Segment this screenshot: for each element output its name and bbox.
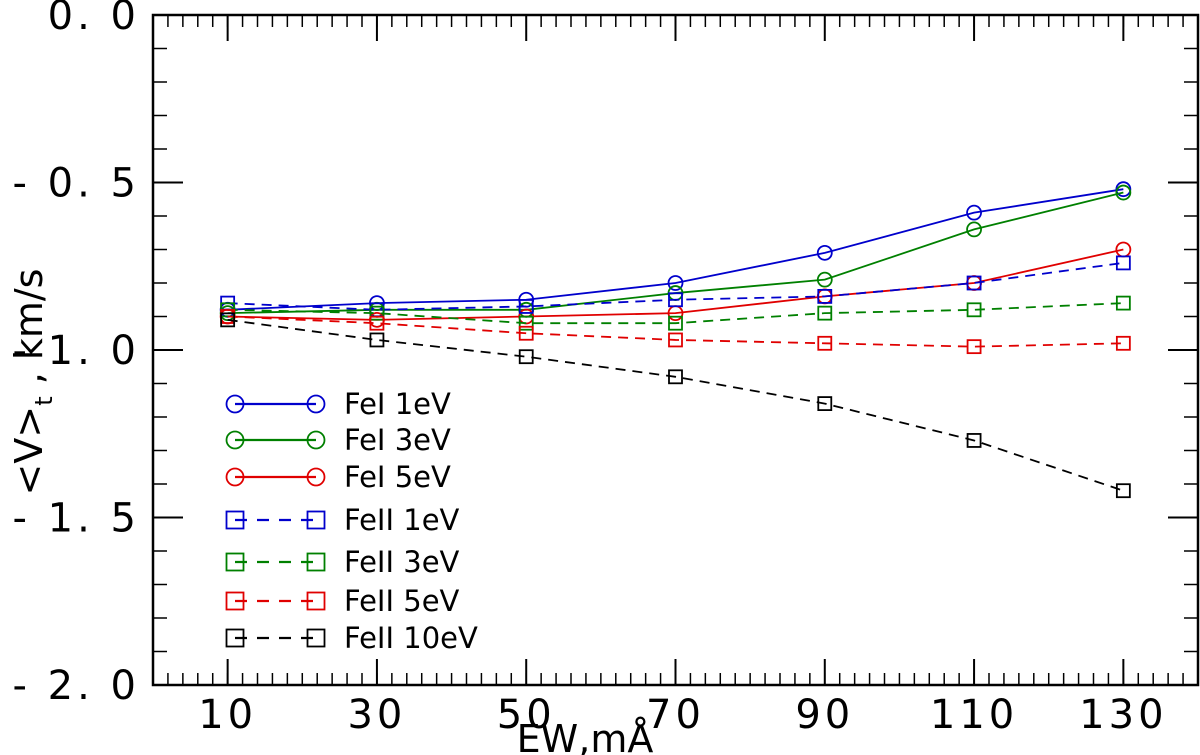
- data-point-square: [1115, 255, 1131, 271]
- x-tick-label: 70: [646, 692, 705, 738]
- legend-label: FeI 1eV: [344, 387, 451, 421]
- data-point-square: [668, 369, 683, 385]
- data-point-square: [225, 628, 245, 648]
- data-point-circle: [966, 204, 982, 221]
- legend-entry: FeII 5eV: [225, 584, 460, 618]
- data-point-circle: [306, 430, 326, 450]
- series-line: [227, 188, 1124, 311]
- series-fei-1ev: [219, 181, 1132, 318]
- data-point-circle: [225, 430, 245, 450]
- legend-entry: FeI 5eV: [225, 460, 451, 494]
- data-point-square: [668, 315, 683, 331]
- data-point-square: [518, 325, 534, 341]
- y-tick-label: - 0. 5: [13, 161, 140, 207]
- legend-entry: FeII 1eV: [225, 503, 460, 537]
- series-feii-10ev: [220, 312, 1131, 499]
- data-point-square: [966, 339, 982, 355]
- x-tick-label: 30: [347, 692, 406, 738]
- data-point-square: [817, 335, 833, 351]
- major-ticks: [153, 14, 1198, 686]
- data-point-square: [306, 552, 326, 572]
- y-tick-label: - 2. 0: [13, 663, 140, 709]
- data-point-circle: [1115, 184, 1132, 201]
- legend-label: FeII 10eV: [344, 621, 478, 655]
- data-point-square: [668, 292, 683, 308]
- y-axis-label: <V>t , km/s: [7, 269, 58, 496]
- data-point-square: [668, 332, 683, 348]
- data-point-square: [369, 305, 385, 321]
- x-tick-label: 10: [198, 692, 257, 738]
- data-point-circle: [816, 271, 833, 288]
- x-axis-label: EW,mÅ: [517, 717, 654, 755]
- y-axis-label-main: <V>: [7, 406, 51, 496]
- data-point-square: [1115, 295, 1131, 311]
- data-point-square: [518, 299, 534, 314]
- y-axis-label-group: <V>t , km/s: [7, 269, 58, 496]
- y-axis-label-sub: t: [30, 396, 58, 405]
- data-point-square: [1115, 335, 1131, 351]
- x-tick-label: 90: [795, 692, 854, 738]
- data-point-square: [225, 510, 245, 530]
- series-line: [227, 318, 1124, 492]
- data-point-square: [306, 510, 326, 530]
- data-point-circle: [225, 394, 245, 414]
- x-tick-label: 110: [930, 692, 1018, 738]
- data-point-square: [369, 332, 385, 348]
- legend-entry: FeII 10eV: [225, 621, 478, 655]
- data-point-square: [518, 349, 534, 365]
- legend-label: FeII 5eV: [344, 584, 460, 618]
- legend-entry: FeI 3eV: [225, 423, 451, 457]
- data-point-circle: [667, 275, 684, 291]
- data-point-square: [306, 591, 326, 611]
- data-point-square: [306, 628, 326, 648]
- y-tick-label: - 1. 0: [13, 328, 140, 374]
- data-point-square: [1115, 483, 1131, 499]
- data-point-circle: [306, 394, 326, 414]
- data-point-square: [369, 315, 385, 331]
- data-point-square: [817, 305, 833, 321]
- x-tick-label: 50: [497, 692, 556, 738]
- data-point-square: [966, 302, 982, 318]
- legend-label: FeII 3eV: [344, 545, 460, 579]
- series-feii-3ev: [220, 295, 1131, 331]
- series-fei-5ev: [219, 241, 1132, 328]
- legend-label: FeI 3eV: [344, 423, 451, 457]
- data-point-square: [817, 288, 833, 304]
- tick-labels: 10 30 50 70 90 110 130 0. 0 - 0. 5 - 1. 0 - 1. 5 - …: [13, 0, 1167, 738]
- plot-frame: [151, 13, 1200, 687]
- series-line: [227, 302, 1124, 325]
- legend-label: FeII 1eV: [344, 503, 460, 537]
- series-line: [227, 262, 1124, 311]
- y-axis-label-rest: , km/s: [7, 269, 51, 397]
- series-layer: [219, 181, 1132, 499]
- data-point-square: [966, 433, 982, 448]
- legend-entry: FeII 3eV: [225, 545, 460, 579]
- data-point-square: [225, 591, 245, 611]
- data-point-circle: [306, 467, 326, 487]
- x-tick-label: 130: [1079, 692, 1167, 738]
- legend-label: FeI 5eV: [344, 460, 451, 494]
- y-tick-label: - 1. 5: [13, 496, 140, 542]
- y-tick-label: 0. 0: [48, 0, 140, 39]
- data-point-circle: [816, 244, 833, 261]
- data-point-square: [817, 396, 833, 412]
- legend-entry: FeI 1eV: [225, 387, 451, 421]
- data-point-square: [518, 315, 534, 331]
- data-point-square: [966, 275, 982, 291]
- data-point-circle: [966, 221, 982, 238]
- data-point-square: [225, 552, 245, 572]
- series-line: [227, 315, 1124, 348]
- data-point-circle: [225, 467, 245, 487]
- minor-ticks: [153, 15, 1198, 685]
- data-point-square: [220, 312, 236, 328]
